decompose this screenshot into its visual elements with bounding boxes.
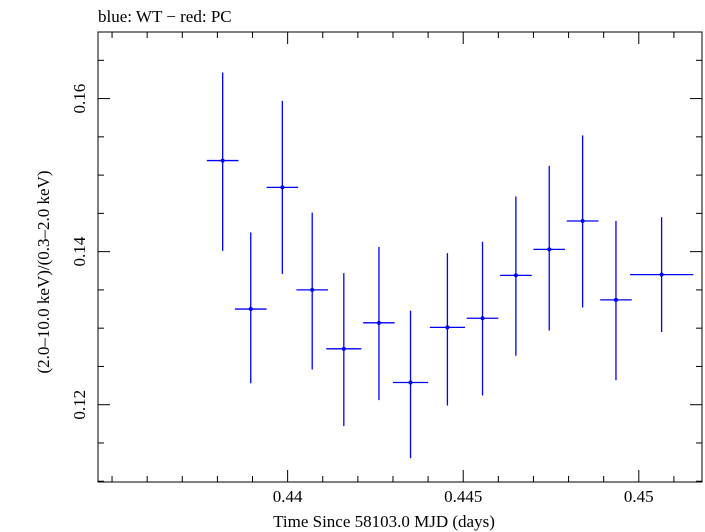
data-marker [408, 380, 413, 385]
data-point [566, 135, 599, 308]
data-point [206, 72, 239, 251]
y-tick-label: 0.12 [70, 390, 89, 420]
data-point [600, 221, 632, 381]
data-point [630, 217, 694, 332]
x-tick-label: 0.445 [444, 487, 482, 506]
data-point [266, 100, 299, 274]
y-tick-label: 0.16 [70, 84, 89, 114]
data-marker [580, 219, 585, 224]
data-marker [248, 307, 253, 312]
data-point [392, 310, 429, 459]
chart-title: blue: WT − red: PC [98, 7, 232, 26]
data-point [296, 212, 329, 370]
data-point [326, 273, 362, 427]
data-marker [513, 273, 518, 278]
data-marker [613, 297, 618, 302]
x-axis-label: Time Since 58103.0 MJD (days) [273, 512, 495, 531]
data-marker [310, 287, 315, 292]
data-marker [445, 325, 450, 330]
x-tick-label: 0.45 [624, 487, 654, 506]
data-marker [659, 272, 664, 277]
axis-ticks: 0.44 0.445 0.45 0.12 0.14 0.16 [70, 32, 702, 506]
data-marker [280, 185, 285, 190]
data-point [533, 165, 566, 331]
data-marker [376, 320, 381, 325]
data-marker [480, 316, 485, 321]
data-series [206, 72, 694, 459]
data-point [234, 232, 267, 384]
y-axis-label: (2.0–10.0 keV)/(0.3–2.0 keV) [34, 170, 53, 373]
data-marker [547, 247, 552, 252]
data-point [363, 247, 395, 401]
plot-frame [97, 31, 703, 483]
data-point [466, 241, 499, 396]
data-marker [341, 346, 346, 351]
data-point [429, 253, 465, 406]
data-point [500, 196, 532, 356]
y-tick-label: 0.14 [70, 236, 89, 266]
data-marker [220, 158, 225, 163]
x-tick-label: 0.44 [273, 487, 303, 506]
